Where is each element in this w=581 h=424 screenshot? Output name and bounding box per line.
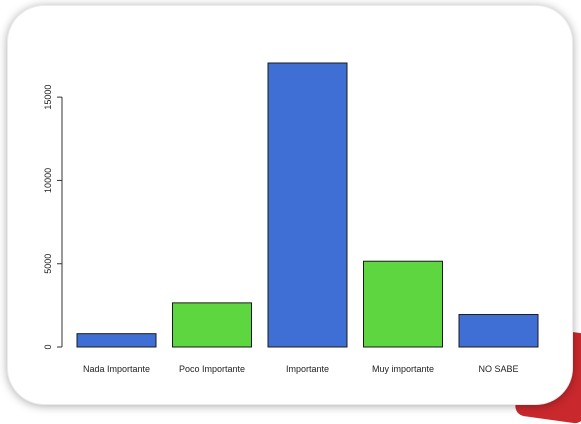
chart-frame: 0 5000 10000 15000 Nada Importante Poco Impor… [8, 6, 572, 404]
y-tick-label: 15000 [43, 85, 53, 110]
bar [363, 260, 443, 348]
x-tick-label: Poco Importante [179, 364, 245, 374]
y-tick-label: 0 [43, 344, 53, 349]
bar [458, 314, 539, 348]
bar [76, 333, 157, 348]
y-tick-label: 10000 [43, 168, 53, 193]
y-tick-label: 5000 [43, 254, 53, 274]
bar-chart: 0 5000 10000 15000 Nada Importante Poco Impor… [43, 62, 539, 374]
x-tick-label: NO SABE [478, 364, 518, 374]
x-tick-label: Muy importante [372, 364, 434, 374]
x-tick-label: Nada Importante [83, 364, 150, 374]
bar [172, 302, 252, 348]
bar [267, 62, 348, 348]
x-tick-label: Importante [286, 364, 329, 374]
